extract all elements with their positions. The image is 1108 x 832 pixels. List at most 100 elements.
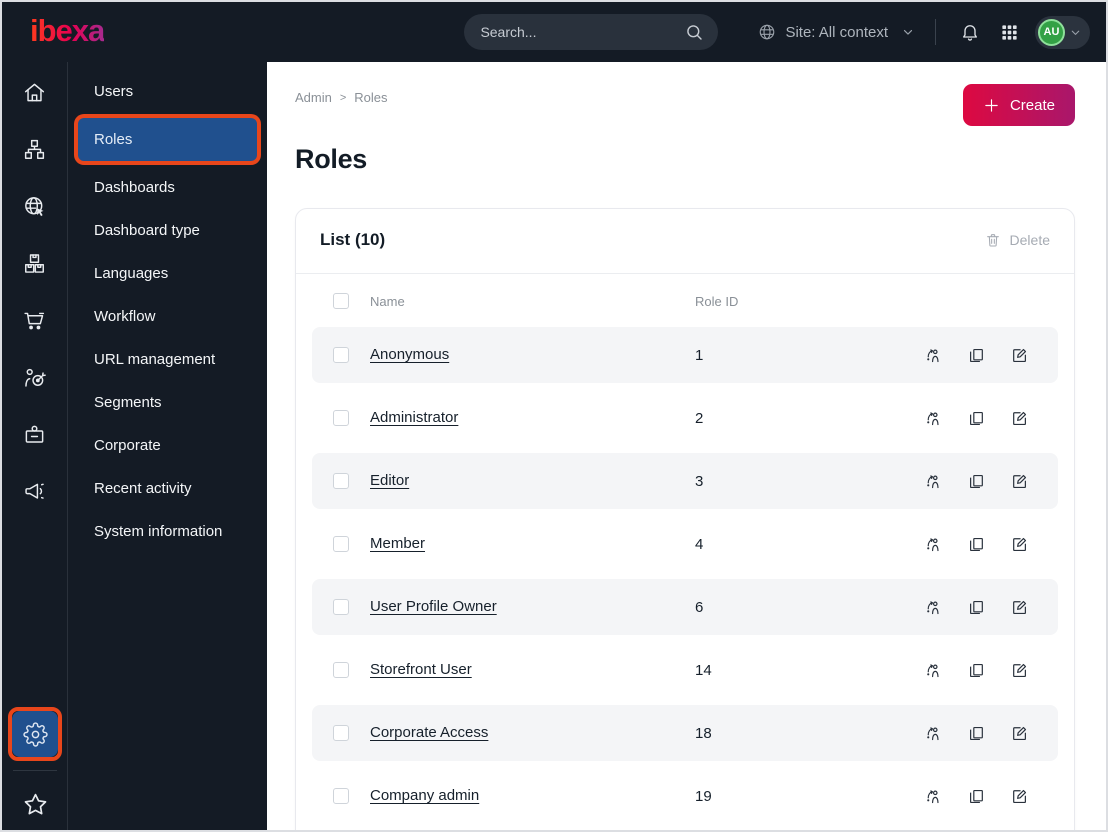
topbar-right: Site: All context AU — [758, 15, 1090, 49]
ibexa-logo[interactable]: ibexa — [30, 12, 105, 48]
icon-rail — [2, 62, 68, 830]
delete-button[interactable]: Delete — [985, 232, 1050, 248]
sidebar-item-workflow[interactable]: Workflow — [94, 308, 156, 325]
assign-user-icon[interactable] — [925, 788, 942, 805]
sidebar-item-recent-activity[interactable]: Recent activity — [94, 480, 192, 497]
rail-item-site[interactable] — [2, 178, 67, 235]
sidebar-item-dashboards[interactable]: Dashboards — [94, 179, 175, 196]
role-name-link[interactable]: Administrator — [370, 409, 459, 426]
role-name-link[interactable]: Storefront User — [370, 661, 472, 678]
rail-divider — [13, 770, 57, 771]
copy-icon[interactable] — [968, 410, 985, 427]
breadcrumb-separator: > — [339, 91, 347, 104]
copy-icon[interactable] — [968, 536, 985, 553]
assign-user-icon[interactable] — [925, 410, 942, 427]
breadcrumb-item[interactable]: Admin — [295, 90, 332, 105]
rail-item-home[interactable] — [2, 64, 67, 121]
rail-item-admin-settings[interactable] — [12, 711, 58, 757]
gear-icon — [22, 721, 48, 747]
assign-user-icon[interactable] — [925, 725, 942, 742]
roles-list-card: List (10) Delete Name Role ID Anonymous 1… — [295, 208, 1075, 830]
sidebar-item-roles[interactable]: Roles — [78, 118, 257, 161]
column-header-role-id: Role ID — [695, 293, 739, 309]
sitemap-icon — [22, 137, 47, 162]
breadcrumb-item[interactable]: Roles — [354, 90, 388, 105]
globe-cursor-icon — [22, 194, 47, 219]
search-input[interactable] — [480, 24, 686, 40]
role-id-value: 2 — [695, 409, 704, 427]
app-grid-icon[interactable] — [996, 19, 1023, 46]
rail-item-corporate[interactable] — [2, 406, 67, 463]
rail-item-content-structure[interactable] — [2, 121, 67, 178]
edit-icon[interactable] — [1011, 536, 1028, 553]
row-checkbox[interactable] — [333, 662, 349, 678]
notifications-bell-icon[interactable] — [956, 18, 984, 46]
sidebar-item-url-management[interactable]: URL management — [94, 351, 216, 368]
table-row: User Profile Owner 6 — [312, 579, 1058, 635]
copy-icon[interactable] — [968, 788, 985, 805]
user-menu[interactable]: AU — [1035, 15, 1090, 49]
search-icon[interactable] — [685, 23, 704, 42]
row-checkbox[interactable] — [333, 410, 349, 426]
rail-item-commerce[interactable] — [2, 292, 67, 349]
edit-icon[interactable] — [1011, 788, 1028, 805]
rail-item-personalization[interactable] — [2, 349, 67, 406]
cart-icon — [22, 308, 47, 333]
target-user-icon — [22, 365, 47, 390]
edit-icon[interactable] — [1011, 473, 1028, 490]
copy-icon[interactable] — [968, 347, 985, 364]
copy-icon[interactable] — [968, 599, 985, 616]
admin-sidebar: Users Roles Dashboards Dashboard type Langua… — [68, 62, 267, 830]
assign-user-icon[interactable] — [925, 599, 942, 616]
sidebar-item-dashboard-type[interactable]: Dashboard type — [94, 222, 200, 239]
icon-rail-top — [2, 64, 67, 520]
column-header-name: Name — [370, 293, 405, 309]
copy-icon[interactable] — [968, 473, 985, 490]
sidebar-item-system-information[interactable]: System information — [94, 523, 223, 540]
copy-icon[interactable] — [968, 725, 985, 742]
rail-item-announcements[interactable] — [2, 463, 67, 520]
role-id-value: 6 — [695, 598, 704, 616]
icon-rail-bottom — [2, 707, 68, 830]
copy-icon[interactable] — [968, 662, 985, 679]
row-checkbox[interactable] — [333, 536, 349, 552]
role-id-value: 19 — [695, 787, 712, 805]
role-name-link[interactable]: Member — [370, 535, 426, 552]
role-id-value: 4 — [695, 535, 704, 553]
row-checkbox[interactable] — [333, 788, 349, 804]
edit-icon[interactable] — [1011, 410, 1028, 427]
role-name-link[interactable]: User Profile Owner — [370, 598, 497, 615]
chevron-down-icon — [901, 25, 915, 39]
table-body: Anonymous 1 Administrator 2 Editor 3 Member 4 Us… — [296, 327, 1074, 824]
create-button[interactable]: Create — [962, 84, 1075, 126]
site-context-selector[interactable]: Site: All context — [758, 23, 915, 41]
role-name-link[interactable]: Editor — [370, 472, 410, 489]
sidebar-item-languages[interactable]: Languages — [94, 265, 169, 282]
edit-icon[interactable] — [1011, 599, 1028, 616]
role-name-link[interactable]: Anonymous — [370, 346, 450, 363]
sidebar-item-corporate[interactable]: Corporate — [94, 437, 161, 454]
edit-icon[interactable] — [1011, 347, 1028, 364]
edit-icon[interactable] — [1011, 725, 1028, 742]
row-checkbox[interactable] — [333, 599, 349, 615]
assign-user-icon[interactable] — [925, 473, 942, 490]
sidebar-item-users[interactable]: Users — [94, 83, 134, 100]
assign-user-icon[interactable] — [925, 536, 942, 553]
row-checkbox[interactable] — [333, 725, 349, 741]
assign-user-icon[interactable] — [925, 662, 942, 679]
plus-icon — [983, 97, 1000, 114]
table-row: Anonymous 1 — [312, 327, 1058, 383]
row-checkbox[interactable] — [333, 347, 349, 363]
role-name-link[interactable]: Corporate Access — [370, 724, 489, 741]
rail-item-bookmarks[interactable] — [2, 780, 68, 828]
row-checkbox[interactable] — [333, 473, 349, 489]
sidebar-item-segments[interactable]: Segments — [94, 394, 162, 411]
rail-item-product-catalog[interactable] — [2, 235, 67, 292]
edit-icon[interactable] — [1011, 662, 1028, 679]
assign-user-icon[interactable] — [925, 347, 942, 364]
role-name-link[interactable]: Company admin — [370, 787, 480, 804]
table-row: Storefront User 14 — [312, 642, 1058, 698]
global-search[interactable] — [464, 14, 719, 50]
select-all-checkbox[interactable] — [333, 293, 349, 309]
